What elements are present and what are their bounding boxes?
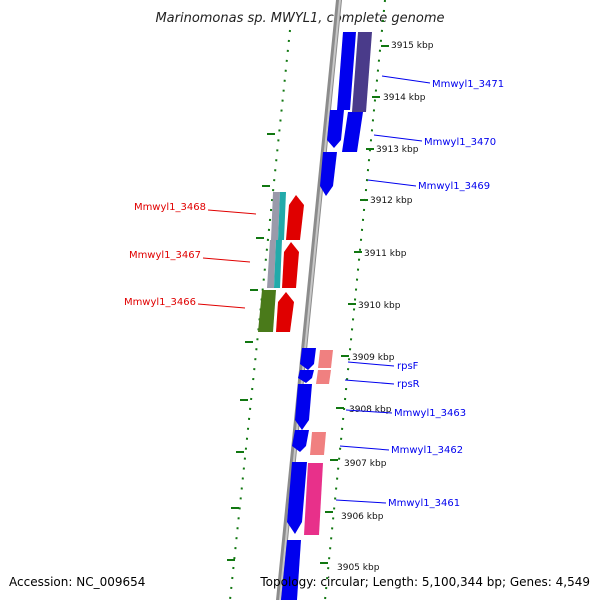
kbp-label: 3907 kbp: [344, 459, 387, 469]
gene-label[interactable]: Mmwyl1_3466: [124, 297, 196, 308]
gene-arrow[interactable]: [281, 540, 301, 600]
gene-arrow[interactable]: [276, 292, 294, 332]
gene-arrow[interactable]: [352, 32, 372, 112]
gene-arrow[interactable]: [287, 462, 307, 534]
gene-arrow[interactable]: [282, 242, 299, 288]
gene-arrow[interactable]: [320, 152, 337, 196]
gene-label[interactable]: Mmwyl1_3467: [129, 250, 201, 261]
feature-bands: [258, 192, 286, 332]
gene-label[interactable]: Mmwyl1_3468: [134, 202, 206, 213]
gene-arrow[interactable]: [300, 348, 316, 370]
gene-label[interactable]: Mmwyl1_3471: [432, 79, 504, 90]
map-title: Marinomonas sp. MWYL1, complete genome: [155, 11, 444, 26]
left-gene-labels: Mmwyl1_3468 Mmwyl1_3467 Mmwyl1_3466: [124, 202, 257, 309]
kbp-scale: 3915 kbp 3914 kbp 3913 kbp 3912 kbp 3911…: [227, 41, 434, 573]
kbp-label: 3913 kbp: [376, 145, 419, 155]
gene-arrow[interactable]: [295, 384, 312, 430]
gene-arrow[interactable]: [298, 370, 314, 383]
accession-text: Accession: NC_009654: [9, 575, 145, 589]
gene-label[interactable]: rpsF: [397, 361, 419, 372]
gene-label[interactable]: Mmwyl1_3470: [424, 137, 496, 148]
gene-arrow[interactable]: [292, 430, 309, 452]
kbp-label: 3912 kbp: [370, 196, 413, 206]
gene-arrow[interactable]: [286, 195, 304, 240]
kbp-label: 3915 kbp: [391, 41, 434, 51]
reverse-strand-genes: [281, 32, 372, 600]
right-gene-labels: Mmwyl1_3471 Mmwyl1_3470 Mmwyl1_3469 rpsF…: [335, 75, 504, 509]
kbp-label: 3905 kbp: [337, 563, 380, 573]
rna-features: [304, 350, 333, 535]
forward-strand-genes: [276, 195, 304, 332]
gene-label[interactable]: Mmwyl1_3461: [388, 498, 460, 509]
kbp-label: 3908 kbp: [349, 405, 392, 415]
gene-arrow[interactable]: [342, 112, 363, 152]
kbp-label: 3909 kbp: [352, 353, 395, 363]
topology-text: Topology: circular; Length: 5,100,344 bp…: [259, 575, 590, 589]
gene-arrow[interactable]: [327, 110, 344, 148]
gene-arrow[interactable]: [337, 32, 356, 110]
kbp-label: 3910 kbp: [358, 301, 401, 311]
kbp-label: 3914 kbp: [383, 93, 426, 103]
tick-line-outer: [324, 0, 386, 600]
gene-label[interactable]: rpsR: [397, 379, 420, 390]
gene-label[interactable]: Mmwyl1_3462: [391, 445, 463, 456]
kbp-label: 3906 kbp: [341, 512, 384, 522]
genome-backbone-highlight: [279, 0, 341, 600]
kbp-label: 3911 kbp: [364, 249, 407, 259]
gene-label[interactable]: Mmwyl1_3463: [394, 408, 466, 419]
gene-label[interactable]: Mmwyl1_3469: [418, 181, 490, 192]
